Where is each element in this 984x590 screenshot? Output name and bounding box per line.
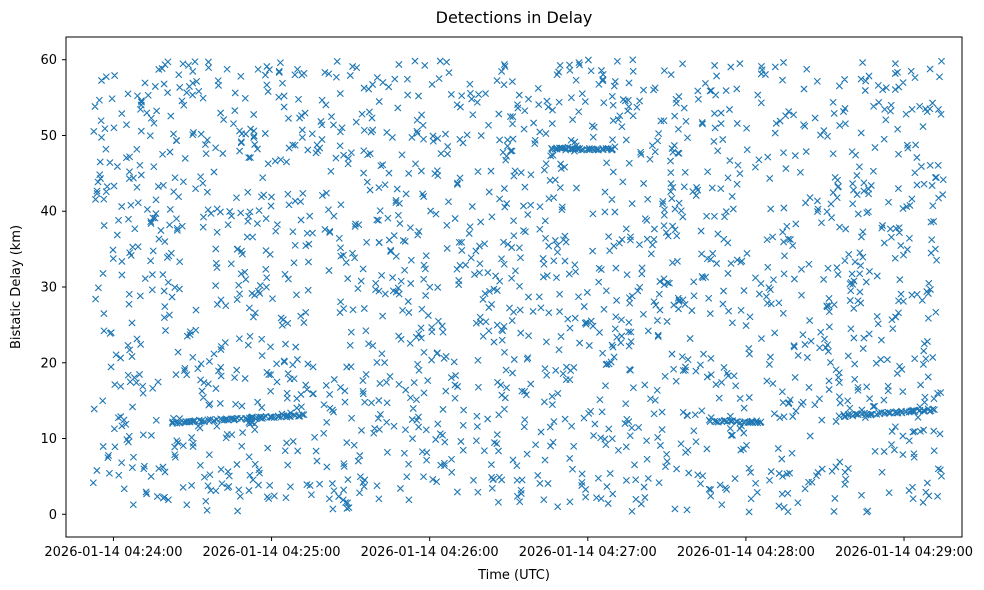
x-tick-label: 2026-01-14 04:24:00 (44, 545, 182, 560)
y-tick-label: 40 (40, 205, 57, 220)
scatter-points (89, 56, 947, 516)
y-axis-ticks: 0 10 20 30 40 50 60 (40, 53, 66, 523)
y-tick-label: 10 (40, 432, 57, 447)
chart-title: Detections in Delay (436, 8, 593, 27)
x-tick-label: 2026-01-14 04:25:00 (203, 545, 341, 560)
y-axis-label: Bistatic Delay (km) (9, 225, 24, 349)
x-tick-label: 2026-01-14 04:26:00 (361, 545, 499, 560)
x-axis-ticks: 2026-01-14 04:24:00 2026-01-14 04:25:00 20… (44, 537, 973, 560)
x-tick-label: 2026-01-14 04:27:00 (519, 545, 657, 560)
y-tick-label: 20 (40, 356, 57, 371)
y-tick-label: 60 (40, 53, 57, 68)
y-tick-label: 50 (40, 129, 57, 144)
axes-frame (65, 36, 963, 538)
x-tick-label: 2026-01-14 04:29:00 (835, 545, 973, 560)
x-tick-label: 2026-01-14 04:28:00 (677, 545, 815, 560)
y-tick-label: 30 (40, 281, 57, 296)
x-axis-label: Time (UTC) (477, 568, 550, 583)
y-tick-label: 0 (49, 508, 57, 523)
